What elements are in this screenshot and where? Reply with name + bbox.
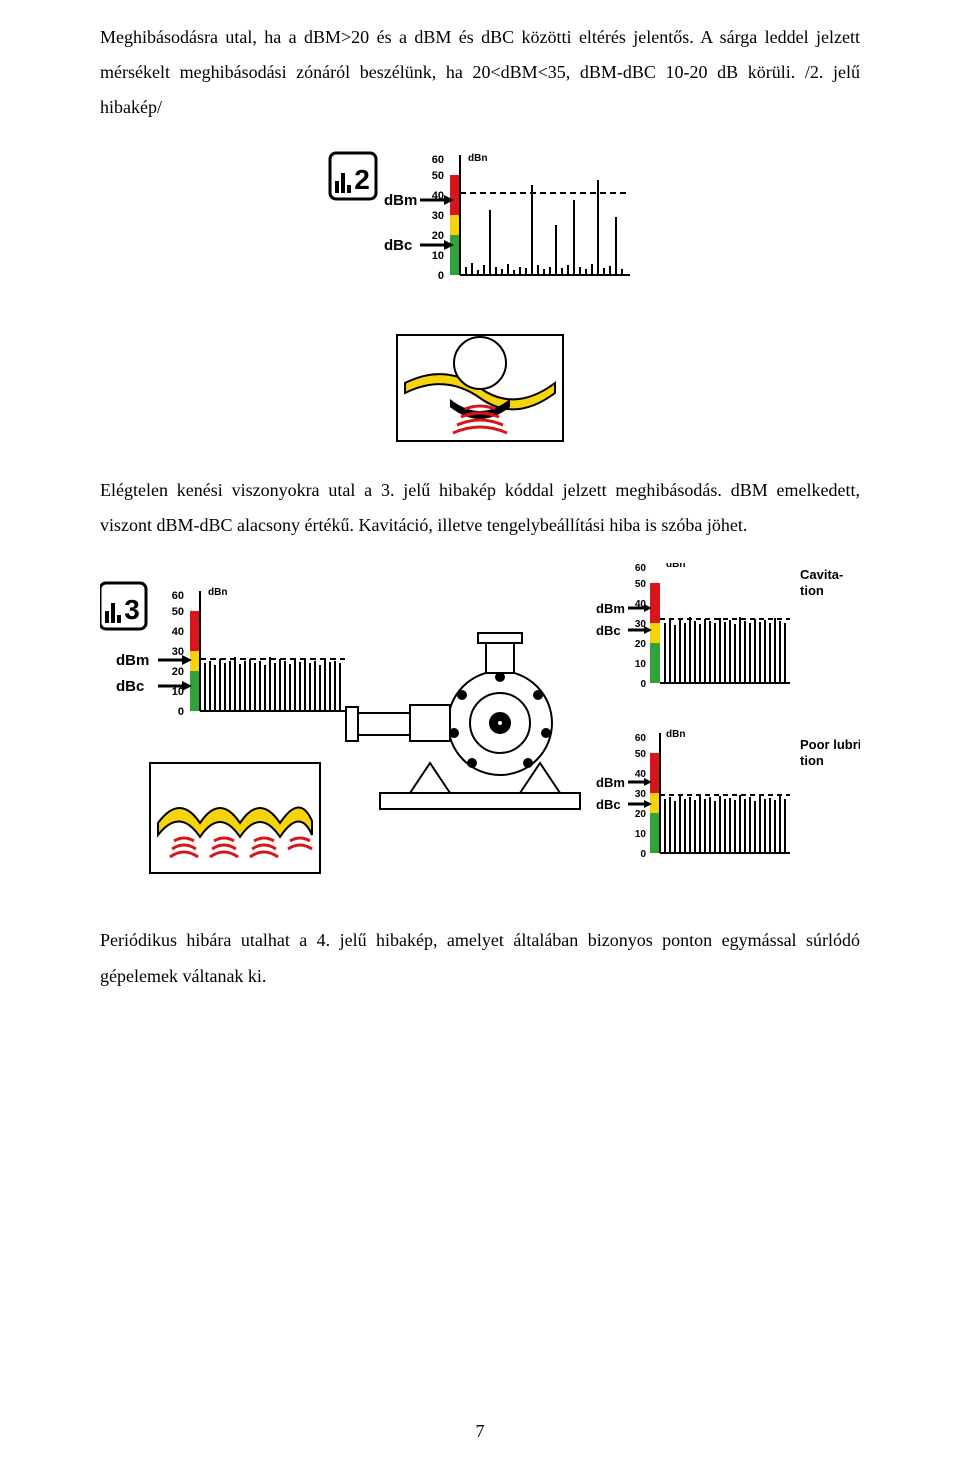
svg-text:tion: tion [800, 753, 824, 768]
figure-3-block: 3 0 10 20 30 40 50 60 dBn [100, 563, 860, 893]
bearing-race-fig2 [395, 333, 565, 443]
svg-text:40: 40 [635, 769, 647, 780]
svg-text:0: 0 [640, 849, 646, 860]
page-number: 7 [0, 1421, 960, 1442]
svg-text:Poor lubrica-: Poor lubrica- [800, 737, 860, 752]
figure-2-block: 2 0 10 20 30 40 50 60 [100, 145, 860, 443]
svg-text:dBn: dBn [468, 153, 487, 164]
svg-text:50: 50 [635, 579, 647, 590]
paragraph-1: Meghibásodásra utal, ha a dBM>20 és a dB… [100, 20, 860, 125]
svg-text:30: 30 [432, 210, 444, 222]
svg-text:Cavita-: Cavita- [800, 567, 843, 582]
svg-text:0: 0 [178, 706, 184, 718]
pump-illustration [346, 633, 580, 809]
paragraph-3: Periódikus hibára utalhat a 4. jelű hiba… [100, 923, 860, 993]
svg-text:dBm: dBm [116, 652, 149, 669]
svg-text:dBn: dBn [208, 587, 227, 598]
svg-text:60: 60 [432, 154, 444, 166]
svg-text:dBn: dBn [666, 729, 685, 740]
svg-text:0: 0 [640, 679, 646, 690]
chart-fig2: 2 0 10 20 30 40 50 60 [320, 145, 640, 325]
svg-text:tion: tion [800, 583, 824, 598]
svg-text:20: 20 [172, 666, 184, 678]
svg-text:dBm: dBm [596, 775, 625, 790]
svg-text:50: 50 [635, 749, 647, 760]
svg-text:50: 50 [172, 606, 184, 618]
fig3-composite: 3 0 10 20 30 40 50 60 dBn [100, 563, 860, 893]
svg-text:60: 60 [172, 590, 184, 602]
svg-text:60: 60 [635, 563, 647, 574]
svg-text:0: 0 [438, 270, 444, 282]
svg-text:50: 50 [432, 170, 444, 182]
svg-text:10: 10 [432, 250, 444, 262]
svg-text:dBm: dBm [384, 192, 417, 209]
svg-text:dBn: dBn [666, 563, 685, 570]
paragraph-2: Elégtelen kenési viszonyokra utal a 3. j… [100, 473, 860, 543]
svg-text:30: 30 [635, 789, 647, 800]
svg-text:2: 2 [354, 164, 370, 195]
svg-text:10: 10 [635, 829, 647, 840]
svg-text:dBc: dBc [384, 237, 412, 254]
svg-text:dBc: dBc [596, 797, 621, 812]
svg-text:3: 3 [124, 594, 140, 625]
svg-text:dBm: dBm [596, 601, 625, 616]
svg-text:20: 20 [635, 639, 647, 650]
svg-text:dBc: dBc [596, 623, 621, 638]
svg-text:dBc: dBc [116, 678, 144, 695]
svg-text:20: 20 [432, 230, 444, 242]
svg-text:60: 60 [635, 733, 647, 744]
svg-text:20: 20 [635, 809, 647, 820]
svg-text:40: 40 [172, 626, 184, 638]
svg-text:10: 10 [635, 659, 647, 670]
